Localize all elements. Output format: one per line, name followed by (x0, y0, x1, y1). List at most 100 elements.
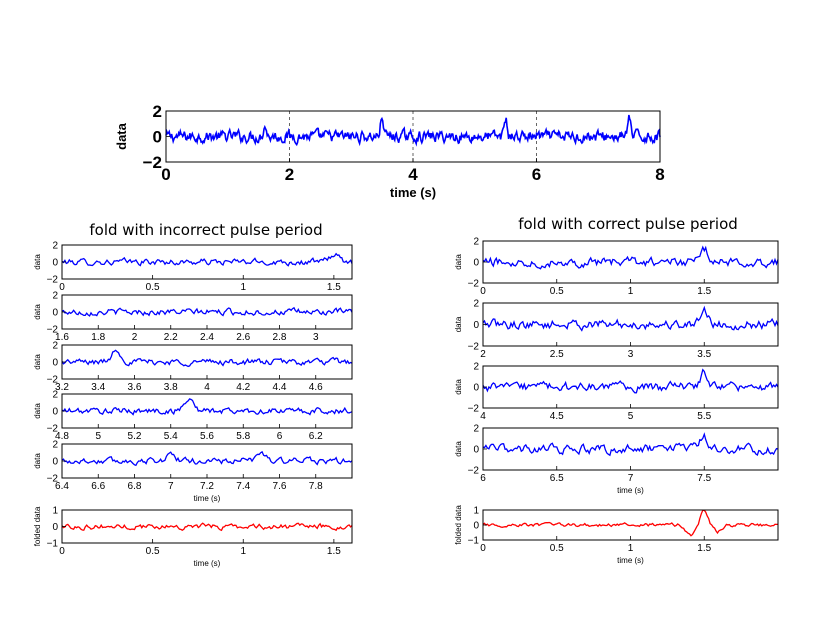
x-tick-label: 0 (480, 286, 486, 297)
x-tick-label: 0 (59, 282, 65, 293)
x-tick-label: 1.8 (91, 332, 105, 343)
y-axis-label: data (33, 403, 42, 419)
y-tick-label: 1 (473, 506, 479, 517)
y-axis-label: data (454, 441, 463, 457)
x-tick-label: 4.5 (550, 411, 564, 422)
x-tick-label: 3 (313, 332, 319, 343)
x-tick-label: 4 (204, 382, 210, 393)
y-tick-label: 0 (52, 308, 58, 319)
chart-left-3: 2 0 −23.2 3.4 3.6 3.8 4 4.2 4.4 4.6 data (33, 341, 353, 393)
y-tick-label: 0 (473, 383, 479, 394)
y-tick-label: 0 (52, 522, 58, 533)
x-tick-label: 2 (132, 332, 138, 343)
x-tick-label: 2 (480, 349, 486, 360)
y-tick-label: −2 (468, 466, 480, 477)
x-tick-label: 0.5 (550, 286, 564, 297)
x-tick-label: 6.2 (309, 431, 323, 442)
y-axis-label: data (33, 254, 42, 270)
x-tick-label: 7.2 (200, 481, 214, 492)
x-tick-label: 6.5 (550, 473, 564, 484)
chart-right-4: 2 0 −26 6.5 7 7.5 data time (s) (454, 424, 779, 495)
series-line (482, 432, 779, 457)
x-tick-label: 6.4 (55, 481, 69, 492)
x-tick-label: 7 (168, 481, 174, 492)
y-tick-label: −2 (47, 325, 59, 336)
x-tick-label: 7.6 (273, 481, 287, 492)
x-tick-label: 2.8 (273, 332, 287, 343)
y-tick-label: −2 (47, 424, 59, 435)
y-axis-label: data (454, 254, 463, 270)
x-tick-label: 3.5 (697, 349, 711, 360)
x-tick-label: 3.2 (55, 382, 69, 393)
series-line (61, 306, 353, 317)
x-tick-label: 6 (532, 165, 541, 184)
y-tick-label: 0 (52, 457, 58, 468)
x-tick-label: 5.6 (200, 431, 214, 442)
x-tick-label: 6.8 (128, 481, 142, 492)
y-tick-label: 0 (473, 521, 479, 532)
series-line (61, 349, 353, 368)
y-tick-label: 1 (52, 506, 58, 517)
x-tick-label: 4 (408, 165, 418, 184)
y-tick-label: 2 (473, 424, 479, 435)
y-tick-label: 2 (52, 341, 58, 352)
x-tick-label: 8 (655, 165, 664, 184)
x-tick-label: 6 (480, 473, 486, 484)
x-tick-label: 4.2 (236, 382, 250, 393)
x-tick-label: 1 (628, 286, 634, 297)
axes-box (482, 240, 779, 284)
y-axis-label: data (33, 453, 42, 469)
x-tick-label: 1.5 (327, 282, 341, 293)
x-tick-label: 7.8 (309, 481, 323, 492)
x-axis-label: time (s) (194, 559, 221, 568)
x-tick-label: 3.6 (128, 382, 142, 393)
x-tick-label: 3.8 (164, 382, 178, 393)
x-tick-label: 4.8 (55, 431, 69, 442)
chart-left-4: 2 0 −24.8 5 5.2 5.4 5.6 5.8 6 6.2 data (33, 390, 353, 442)
x-tick-label: 5 (95, 431, 101, 442)
y-tick-label: 0 (153, 127, 162, 146)
series-line (165, 114, 661, 147)
y-tick-label: 0 (52, 407, 58, 418)
y-tick-label: 2 (52, 440, 58, 451)
x-tick-label: 1.5 (327, 546, 341, 557)
x-axis-label: time (s) (617, 556, 644, 565)
x-tick-label: 5.4 (164, 431, 178, 442)
series-line (482, 245, 779, 270)
x-tick-label: 2 (285, 165, 294, 184)
x-tick-label: 7.4 (236, 481, 250, 492)
y-tick-label: 0 (52, 258, 58, 269)
x-tick-label: 1.6 (55, 332, 69, 343)
y-axis-label: folded data (33, 506, 42, 546)
y-tick-label: −2 (143, 153, 162, 172)
x-tick-label: 3.4 (91, 382, 105, 393)
x-tick-label: 0.5 (550, 543, 564, 554)
x-tick-label: 0 (480, 543, 486, 554)
x-tick-label: 4 (480, 411, 486, 422)
right-title: fold with correct pulse period (518, 215, 738, 233)
x-tick-label: 5.5 (697, 411, 711, 422)
x-tick-label: 1 (628, 543, 634, 554)
x-axis-label: time (s) (617, 486, 644, 495)
x-tick-label: 7.5 (697, 473, 711, 484)
y-tick-label: 2 (52, 241, 58, 252)
y-tick-label: −2 (468, 279, 480, 290)
x-tick-label: 4.4 (273, 382, 287, 393)
x-axis-label: time (s) (194, 494, 221, 503)
y-axis-label: data (454, 316, 463, 332)
y-tick-label: −2 (47, 375, 59, 386)
series-line (482, 305, 779, 332)
y-tick-label: −1 (468, 536, 480, 547)
x-tick-label: 2.5 (550, 349, 564, 360)
left-title: fold with incorrect pulse period (89, 221, 323, 239)
series-line (61, 398, 353, 416)
axes-box (61, 393, 353, 429)
